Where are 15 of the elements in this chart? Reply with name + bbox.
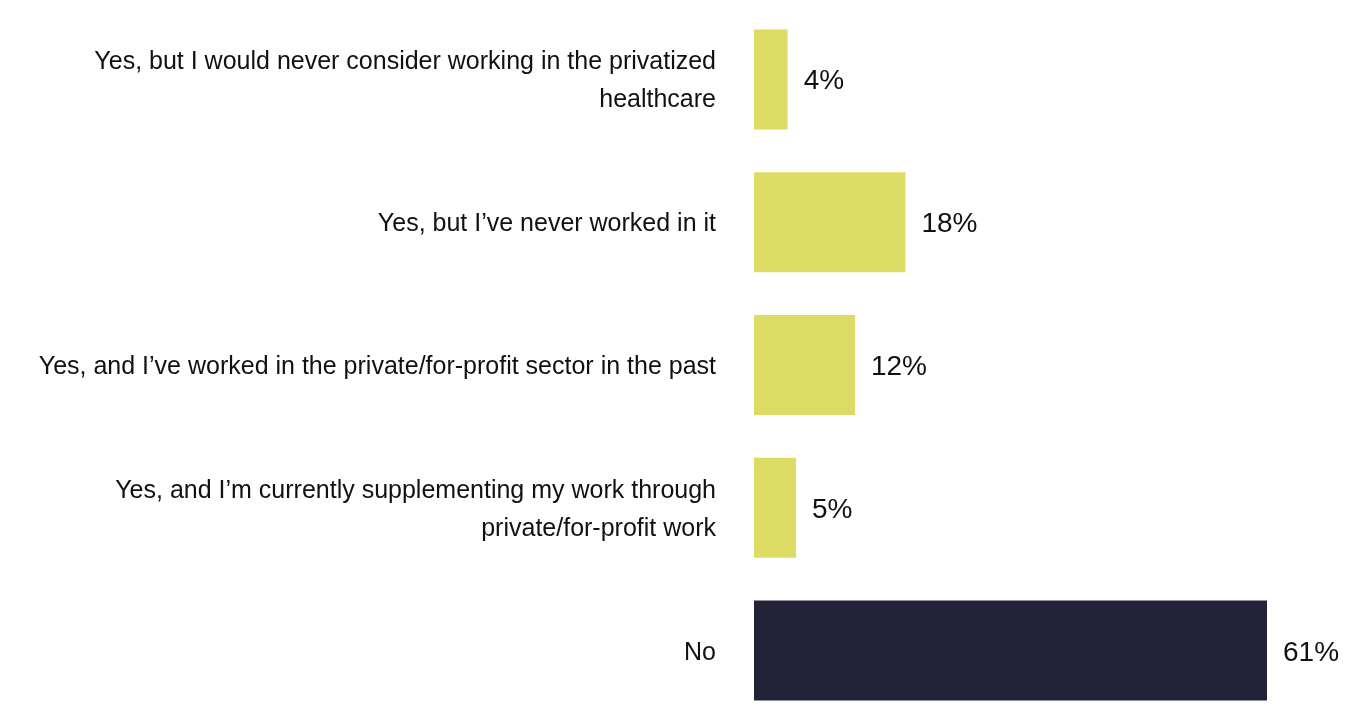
data-label: 12% (870, 349, 927, 381)
data-label: 18% (921, 207, 978, 239)
bar (754, 29, 788, 130)
bar (754, 315, 855, 416)
y-tick-label: Yes, but I’ve never worked in it (377, 208, 717, 237)
data-label: 61% (1283, 635, 1340, 667)
data-label: 5% (812, 492, 853, 524)
y-tick-label: Yes, but I would never consider working in the privatized healthcare (94, 46, 716, 113)
bar (754, 600, 1267, 701)
bar (754, 457, 797, 558)
y-tick-label: No (684, 636, 716, 665)
y-tick-label: Yes, and I’ve worked in the private/for-profit sector in the past (38, 351, 717, 379)
bar (754, 172, 906, 273)
y-tick-label: Yes, and I’m currently supplementing my work through private/for-profit work (115, 474, 717, 541)
data-label: 4% (803, 64, 845, 96)
